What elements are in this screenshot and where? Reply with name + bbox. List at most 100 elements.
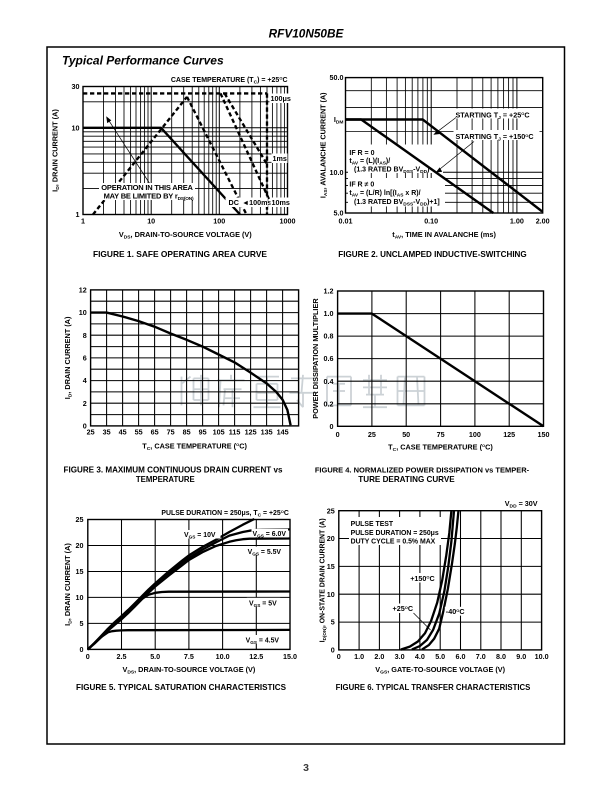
svg-text:FIGURE 3. MAXIMUM CONTINUOUS: FIGURE 3. MAXIMUM CONTINUOUS DRAIN CURRE… <box>64 466 283 475</box>
svg-text:FIGURE 4. NORMALIZED POWER D: FIGURE 4. NORMALIZED POWER DISSIPATION v… <box>315 466 530 475</box>
svg-text:135: 135 <box>261 428 273 437</box>
svg-text:1.2: 1.2 <box>324 287 334 296</box>
svg-text:3: 3 <box>303 762 309 774</box>
svg-text:4: 4 <box>83 376 87 385</box>
svg-text:IF R = 0: IF R = 0 <box>349 150 374 157</box>
svg-text:100: 100 <box>469 430 481 439</box>
svg-text:◄100ms: ◄100ms <box>242 198 272 207</box>
svg-text:OPERATION IN THIS AREA: OPERATION IN THIS AREA <box>101 183 193 192</box>
svg-text:TC​, CASE TEMPERATURE (O​C): TC​, CASE TEMPERATURE (O​C) <box>388 442 493 453</box>
svg-text:20: 20 <box>327 534 335 543</box>
svg-text:VGS​ = 6.0V: VGS​ = 6.0V <box>253 531 287 539</box>
svg-text:RFV10N50BE: RFV10N50BE <box>269 26 345 40</box>
svg-text:75: 75 <box>437 430 445 439</box>
svg-text:6: 6 <box>83 354 87 363</box>
svg-text:115: 115 <box>229 428 241 437</box>
svg-text:POWER DISSIPATION MULTIPLIER: POWER DISSIPATION MULTIPLIER <box>311 298 320 419</box>
svg-text:7.0: 7.0 <box>476 652 486 661</box>
svg-text:(1.3 RATED BVDSS​-VDD​)+1]: (1.3 RATED BVDSS​-VDD​)+1] <box>354 199 440 208</box>
svg-text:STARTING TJ​ = +25O​C: STARTING TJ​ = +25O​C <box>456 111 530 122</box>
svg-text:1000: 1000 <box>280 217 296 226</box>
svg-text:0: 0 <box>330 422 334 431</box>
svg-text:25: 25 <box>76 515 84 524</box>
svg-text:TURE DERATING CURVE: TURE DERATING CURVE <box>358 475 455 484</box>
svg-text:TEMPERATURE: TEMPERATURE <box>136 475 195 484</box>
svg-text:TC​, CASE TEMPERATURE (O​C): TC​, CASE TEMPERATURE (O​C) <box>142 441 247 452</box>
svg-text:85: 85 <box>183 428 191 437</box>
svg-text:FIGURE 2. UNCLAMPED INDUCTIVE: FIGURE 2. UNCLAMPED INDUCTIVE-SWITCHING <box>338 250 526 259</box>
svg-text:15: 15 <box>76 567 84 576</box>
svg-text:0.2: 0.2 <box>324 399 334 408</box>
svg-text:1.0: 1.0 <box>354 652 364 661</box>
svg-text:2.00: 2.00 <box>536 217 550 226</box>
svg-text:105: 105 <box>213 428 225 437</box>
svg-text:5.0: 5.0 <box>334 209 344 218</box>
svg-text:10.0: 10.0 <box>216 652 230 661</box>
svg-text:Typical Performance Curves: Typical Performance Curves <box>62 54 224 68</box>
svg-text:tAV​ = (L)(IAS​)/: tAV​ = (L)(IAS​)/ <box>349 158 390 167</box>
svg-text:6.0: 6.0 <box>456 652 466 661</box>
svg-text:+150O​C: +150O​C <box>410 574 435 583</box>
svg-text:0.6: 0.6 <box>324 354 334 363</box>
svg-text:125: 125 <box>503 430 515 439</box>
svg-text:0: 0 <box>83 422 87 431</box>
svg-text:-40O​C: -40O​C <box>446 607 465 616</box>
svg-text:10: 10 <box>72 123 80 132</box>
svg-text:VGS​ = 4.5V: VGS​ = 4.5V <box>246 637 280 645</box>
svg-text:9.0: 9.0 <box>516 652 526 661</box>
svg-text:15.0: 15.0 <box>283 652 297 661</box>
svg-text:0: 0 <box>331 646 335 655</box>
svg-text:0.10: 0.10 <box>424 217 438 226</box>
svg-text:IF R ≠ 0: IF R ≠ 0 <box>349 181 374 188</box>
svg-text:2.0: 2.0 <box>374 652 384 661</box>
svg-text:8.0: 8.0 <box>496 652 506 661</box>
svg-text:FIGURE 1. SAFE OPERATING AREA: FIGURE 1. SAFE OPERATING AREA CURVE <box>93 249 267 259</box>
svg-text:10ms: 10ms <box>272 198 290 207</box>
svg-text:ID​, DRAIN CURRENT (A): ID​, DRAIN CURRENT (A) <box>63 316 74 399</box>
svg-text:125: 125 <box>245 428 257 437</box>
svg-text:VGS​, GATE-TO-SOURCE VOLTAGE (: VGS​, GATE-TO-SOURCE VOLTAGE (V) <box>375 665 505 676</box>
svg-text:8: 8 <box>83 331 87 340</box>
svg-text:IAS​, AVALANCHE CURRENT (A): IAS​, AVALANCHE CURRENT (A) <box>318 92 329 198</box>
svg-text:50: 50 <box>402 430 410 439</box>
svg-text:30: 30 <box>72 82 80 91</box>
svg-text:75: 75 <box>167 428 175 437</box>
svg-text:tAV​, TIME IN AVALANCHE (ms): tAV​, TIME IN AVALANCHE (ms) <box>392 230 496 241</box>
svg-text:CASE TEMPERATURE (TC​) = +25O​: CASE TEMPERATURE (TC​) = +25O​C <box>171 76 288 86</box>
svg-text:10: 10 <box>76 593 84 602</box>
svg-text:PULSE TEST: PULSE TEST <box>351 521 394 528</box>
svg-text:STARTING TJ​ = +150O​C: STARTING TJ​ = +150O​C <box>456 132 534 143</box>
svg-text:2: 2 <box>83 399 87 408</box>
svg-text:+25O​C: +25O​C <box>393 604 414 613</box>
svg-text:ID(ON)​, ON-STATE DRAIN CURREN: ID(ON)​, ON-STATE DRAIN CURRENT (A) <box>319 518 327 642</box>
svg-text:1: 1 <box>76 210 80 219</box>
svg-text:VGS​ = 10V: VGS​ = 10V <box>184 532 216 540</box>
svg-text:5.0: 5.0 <box>435 652 445 661</box>
svg-text:100μs: 100μs <box>271 94 291 103</box>
svg-text:20: 20 <box>76 541 84 550</box>
svg-text:65: 65 <box>151 428 159 437</box>
svg-text:10.0: 10.0 <box>330 168 344 177</box>
svg-text:10: 10 <box>327 590 335 599</box>
svg-text:VDS​, DRAIN-TO-SOURCE VOLTAGE: VDS​, DRAIN-TO-SOURCE VOLTAGE (V) <box>119 230 252 241</box>
svg-text:25: 25 <box>327 506 335 515</box>
svg-text:12: 12 <box>79 286 87 295</box>
svg-text:25: 25 <box>368 430 376 439</box>
svg-text:ID​, DRAIN CURRENT (A): ID​, DRAIN CURRENT (A) <box>51 109 62 192</box>
svg-text:5.0: 5.0 <box>150 652 160 661</box>
svg-text:(1.3 RATED BVDSS​-VDD​): (1.3 RATED BVDSS​-VDD​) <box>354 167 429 176</box>
svg-text:10: 10 <box>79 308 87 317</box>
svg-text:VDS​, DRAIN-TO-SOURCE VOLTAGE: VDS​, DRAIN-TO-SOURCE VOLTAGE (V) <box>122 665 255 676</box>
svg-text:100: 100 <box>213 217 225 226</box>
svg-text:15: 15 <box>327 562 335 571</box>
svg-text:10.0: 10.0 <box>535 652 549 661</box>
svg-text:0: 0 <box>336 430 340 439</box>
svg-text:1.0: 1.0 <box>324 309 334 318</box>
svg-text:95: 95 <box>199 428 207 437</box>
svg-text:0: 0 <box>80 645 84 654</box>
svg-text:0: 0 <box>337 652 341 661</box>
svg-text:45: 45 <box>119 428 127 437</box>
svg-text:3.0: 3.0 <box>395 652 405 661</box>
svg-text:1ms: 1ms <box>273 154 287 163</box>
svg-text:0: 0 <box>86 652 90 661</box>
